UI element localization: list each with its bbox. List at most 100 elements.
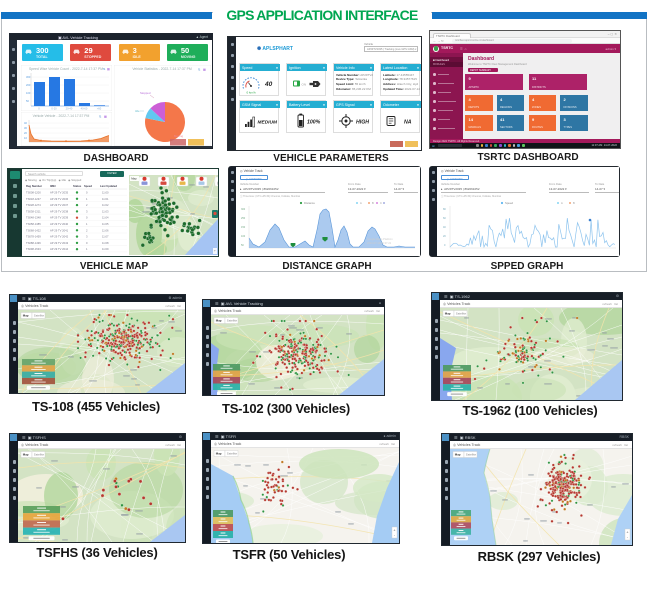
svg-text:11:06: 11:06 xyxy=(102,228,109,232)
svg-text:11:01: 11:01 xyxy=(102,197,109,201)
svg-text:Distance: Distance xyxy=(304,201,315,205)
svg-text:TS018-1237: TS018-1237 xyxy=(26,197,41,201)
svg-text:40-60: 40-60 xyxy=(81,107,88,111)
svg-text:Speed Wise Vehicle Count - 202: Speed Wise Vehicle Count - 2022-7-14 17:… xyxy=(29,67,103,71)
svg-text:⇅: ⇅ xyxy=(198,68,201,72)
svg-text:20: 20 xyxy=(443,235,446,238)
svg-text:B: B xyxy=(573,201,575,205)
svg-text:AP 29 TV 2039: AP 29 TV 2039 xyxy=(50,216,69,220)
svg-text:60: 60 xyxy=(443,217,446,220)
svg-text:▩: ▩ xyxy=(104,115,107,119)
svg-text:1: 1 xyxy=(86,222,88,226)
svg-text:Satellite: Satellite xyxy=(34,453,45,457)
svg-text:▩: ▩ xyxy=(203,68,206,72)
svg-text:1: 1 xyxy=(86,197,88,201)
svg-text:2022-07-14 10:37:22: 2022-07-14 10:37:22 xyxy=(367,241,392,245)
svg-text:300: 300 xyxy=(241,208,246,211)
svg-text:TS098-1533: TS098-1533 xyxy=(26,247,41,251)
svg-text:AP 29 TV 2035: AP 29 TV 2035 xyxy=(50,191,69,195)
svg-text:⇅: ⇅ xyxy=(103,67,106,71)
svg-text:Google Maps Platform: Google Maps Platform xyxy=(367,237,393,241)
svg-text:0: 0 xyxy=(86,216,88,220)
svg-text:3: 3 xyxy=(86,209,88,213)
svg-text:Map: Map xyxy=(131,177,137,181)
svg-text:0-20: 0-20 xyxy=(51,107,57,111)
svg-text:0 km/h: 0 km/h xyxy=(246,91,255,95)
svg-text:TS088-1496: TS088-1496 xyxy=(26,241,41,245)
svg-text:AP 29 TV 2042: AP 29 TV 2042 xyxy=(50,235,69,239)
svg-text:TS058-1385: TS058-1385 xyxy=(26,222,41,226)
svg-text:40: 40 xyxy=(264,81,273,88)
svg-text:11:05: 11:05 xyxy=(102,222,109,226)
svg-text:11:00: 11:00 xyxy=(102,191,109,195)
svg-text:11:09: 11:09 xyxy=(102,247,109,251)
svg-text:80: 80 xyxy=(443,208,446,211)
svg-text:40: 40 xyxy=(443,226,446,229)
svg-text:Map: Map xyxy=(216,452,222,456)
svg-text:A: A xyxy=(561,201,563,205)
svg-text:11:02: 11:02 xyxy=(102,203,109,207)
svg-text:TS008-1200: TS008-1200 xyxy=(26,191,41,195)
svg-text:200: 200 xyxy=(26,83,31,87)
svg-text:10: 10 xyxy=(24,136,27,140)
svg-text:AP 29 TV 2043: AP 29 TV 2043 xyxy=(50,241,69,245)
svg-text:IMEI: IMEI xyxy=(50,184,56,188)
svg-text:150: 150 xyxy=(241,226,246,229)
svg-text:100%: 100% xyxy=(307,120,321,126)
svg-text:0: 0 xyxy=(86,241,88,245)
svg-text:100: 100 xyxy=(26,91,31,95)
svg-text:AP 29 TV 2044: AP 29 TV 2044 xyxy=(50,247,69,251)
svg-text:Moving: Moving xyxy=(174,134,183,138)
svg-text:Satellite: Satellite xyxy=(456,312,467,316)
svg-text:Stopped: Stopped xyxy=(140,91,151,95)
svg-text:100: 100 xyxy=(241,235,246,238)
svg-text:Map: Map xyxy=(23,453,29,457)
svg-text:+: + xyxy=(214,249,216,253)
svg-text:Map: Map xyxy=(445,312,451,316)
svg-text:2: 2 xyxy=(86,228,88,232)
svg-text:A: A xyxy=(360,201,362,205)
svg-text:TS078-1459: TS078-1459 xyxy=(26,235,41,239)
svg-text:NA: NA xyxy=(404,120,412,126)
svg-text:HIGH: HIGH xyxy=(356,120,369,126)
svg-text:Satellite: Satellite xyxy=(227,319,238,323)
svg-text:Status: Status xyxy=(73,184,82,188)
svg-text:11:07: 11:07 xyxy=(102,235,109,239)
svg-text:ON: ON xyxy=(302,83,307,87)
svg-text:0: 0 xyxy=(86,191,88,195)
svg-text:11:03: 11:03 xyxy=(102,209,109,213)
svg-text:+: + xyxy=(393,528,396,533)
svg-text:Map: Map xyxy=(23,314,29,318)
svg-text:Satellite: Satellite xyxy=(466,453,477,457)
svg-text:B: B xyxy=(372,201,374,205)
svg-text:50: 50 xyxy=(241,244,244,247)
svg-text:-: - xyxy=(394,533,396,538)
svg-text:Map: Map xyxy=(455,453,461,457)
svg-text:0: 0 xyxy=(38,107,40,111)
svg-text:1: 1 xyxy=(86,247,88,251)
svg-text:50: 50 xyxy=(26,99,29,103)
svg-text:3: 3 xyxy=(86,235,88,239)
svg-text:TS028-1274: TS028-1274 xyxy=(26,203,41,207)
svg-text:TS048-1348: TS048-1348 xyxy=(26,216,41,220)
svg-text:11:08: 11:08 xyxy=(102,241,109,245)
svg-text:11:04: 11:04 xyxy=(102,216,109,220)
svg-text:>60: >60 xyxy=(97,107,102,111)
svg-text:C: C xyxy=(380,201,382,205)
svg-text:TS038-1311: TS038-1311 xyxy=(26,209,41,213)
svg-text:⇅: ⇅ xyxy=(99,115,102,119)
svg-text:300: 300 xyxy=(26,75,31,79)
svg-text:20: 20 xyxy=(24,131,27,135)
svg-text:AP 29 TV 2036: AP 29 TV 2036 xyxy=(50,197,69,201)
svg-text:Speed: Speed xyxy=(505,201,514,205)
svg-text:Speed: Speed xyxy=(84,184,92,188)
svg-text:AP 29 TV 2040: AP 29 TV 2040 xyxy=(50,222,69,226)
svg-text:Satellite: Satellite xyxy=(34,314,45,318)
svg-text:Reg Number: Reg Number xyxy=(26,184,42,188)
svg-text:0: 0 xyxy=(444,244,446,247)
svg-text:40: 40 xyxy=(24,121,27,125)
svg-text:250: 250 xyxy=(241,217,246,220)
svg-text:-: - xyxy=(627,535,629,540)
svg-text:+: + xyxy=(626,530,629,535)
svg-text:30: 30 xyxy=(24,126,27,130)
